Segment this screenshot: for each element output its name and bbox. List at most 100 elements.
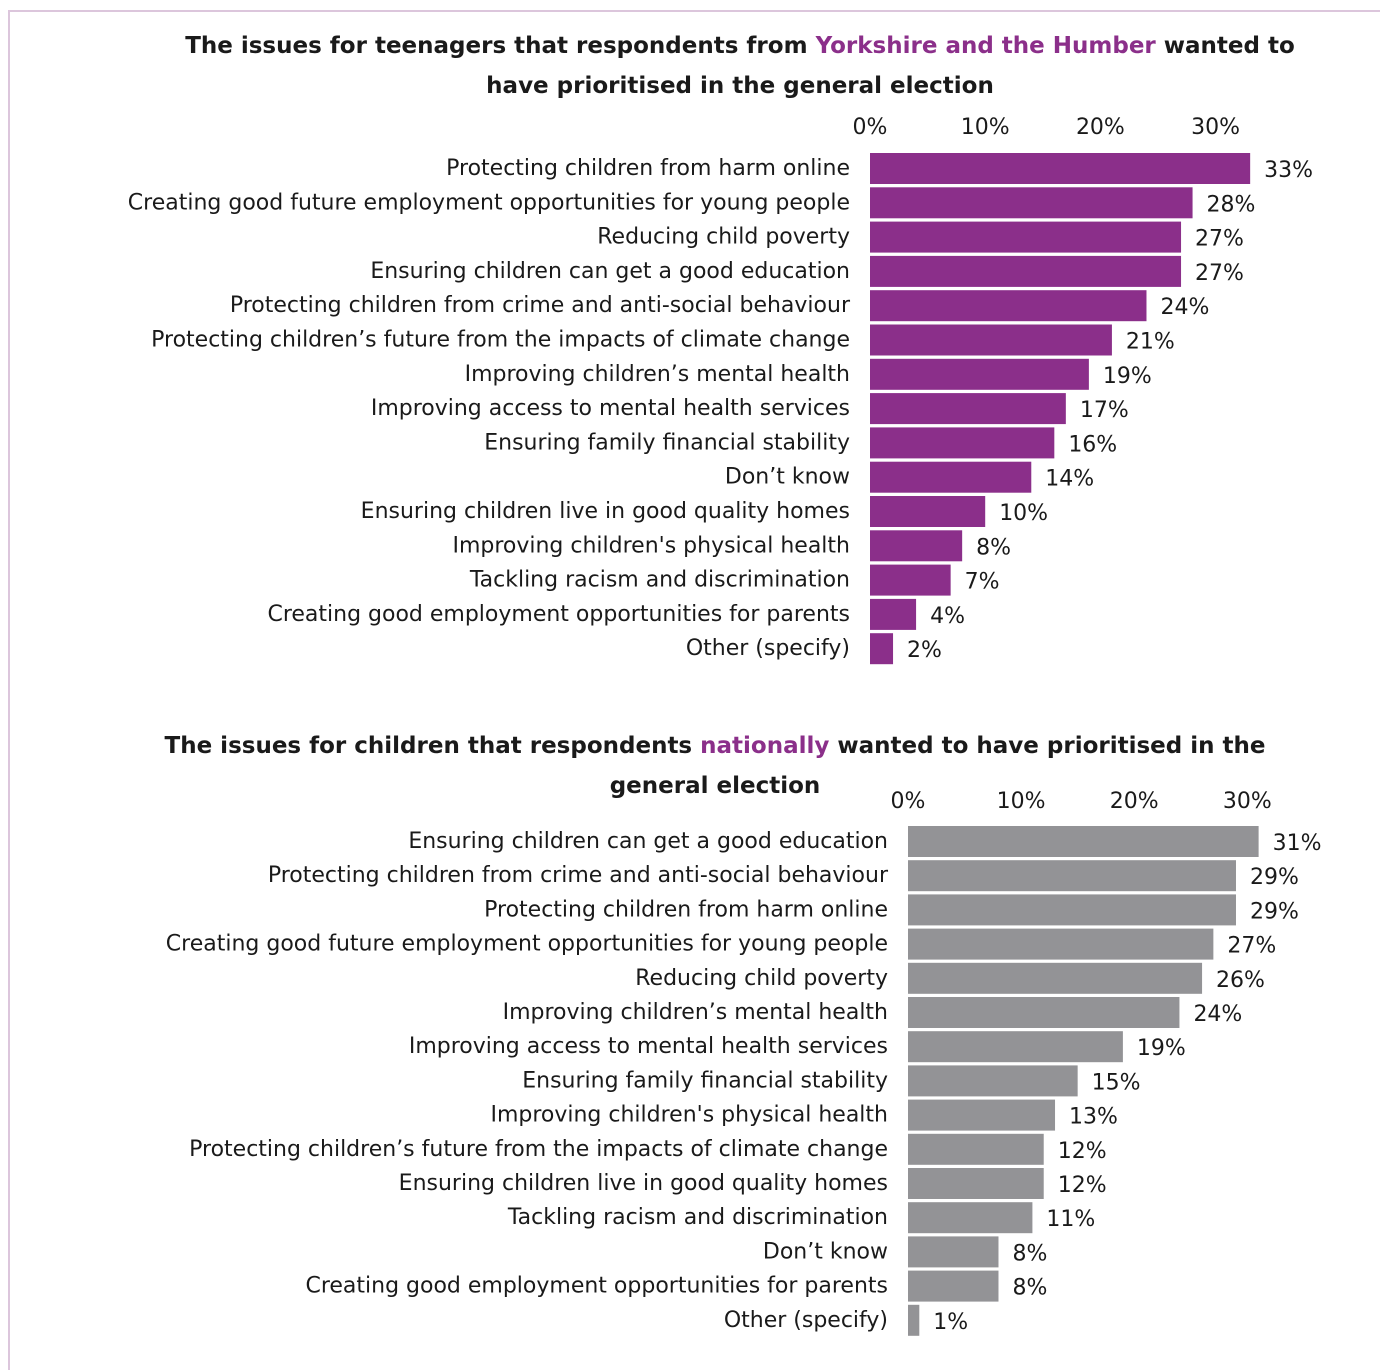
national-bar (908, 1168, 1044, 1199)
title-highlight-region: Yorkshire and the Humber (815, 33, 1156, 59)
regional-category-label: Ensuring children live in good quality h… (361, 499, 850, 524)
national-value-label: 15% (1092, 1070, 1141, 1095)
regional-bar (870, 187, 1193, 219)
national-x-tick-label: 30% (1223, 789, 1272, 814)
national-bar (908, 1031, 1123, 1063)
regional-bar (870, 324, 1112, 356)
national-value-label: 29% (1250, 865, 1299, 890)
national-bar (908, 997, 1180, 1028)
regional-value-label: 14% (1045, 467, 1094, 492)
title-text-pre: The issues for children that respondents (164, 733, 701, 759)
regional-bar (870, 358, 1089, 390)
national-x-tick-label: 20% (1110, 789, 1159, 814)
regional-bar (870, 393, 1066, 425)
regional-bar (870, 564, 951, 596)
regional-bar (870, 153, 1251, 184)
title-text-pre: The issues for teenagers that respondent… (185, 33, 816, 59)
regional-bar (870, 427, 1055, 459)
national-category-label: Creating good employment opportunities f… (305, 1274, 888, 1299)
regional-bar (870, 633, 894, 665)
regional-value-label: 10% (999, 501, 1048, 526)
regional-category-label: Creating good future employment opportun… (128, 190, 850, 215)
regional-category-label: Protecting children’s future from the im… (151, 328, 850, 353)
regional-value-label: 17% (1080, 398, 1129, 423)
regional-category-label: Improving children’s mental health (465, 362, 850, 387)
national-category-label: Improving children’s mental health (503, 1000, 888, 1025)
national-category-label: Improving children's physical health (490, 1103, 888, 1128)
chart-title-national: The issues for children that respondents… (120, 726, 1310, 806)
national-bar (908, 1304, 920, 1336)
national-x-tick-label: 0% (891, 789, 926, 814)
national-category-label: Ensuring children can get a good educati… (408, 829, 888, 854)
national-bar (908, 1065, 1078, 1097)
national-value-label: 1% (933, 1310, 968, 1335)
national-bar (908, 1270, 999, 1302)
regional-bar (870, 496, 986, 527)
national-value-label: 8% (1012, 1276, 1047, 1301)
national-category-label: Don’t know (763, 1239, 888, 1264)
regional-category-label: Protecting children from harm online (446, 156, 850, 181)
regional-bar (870, 221, 1182, 253)
regional-category-label: Ensuring family financial stability (484, 430, 850, 455)
regional-bar (870, 290, 1147, 322)
regional-category-label: Ensuring children can get a good educati… (370, 259, 850, 284)
national-category-label: Ensuring family financial stability (522, 1068, 888, 1093)
national-category-label: Protecting children’s future from the im… (189, 1137, 888, 1162)
regional-value-label: 19% (1103, 364, 1152, 389)
national-value-label: 26% (1216, 968, 1265, 993)
regional-category-label: Don’t know (725, 465, 850, 490)
national-category-label: Other (specify) (724, 1308, 888, 1333)
national-value-label: 19% (1137, 1036, 1186, 1061)
national-value-label: 29% (1250, 899, 1299, 924)
regional-category-label: Other (specify) (686, 636, 850, 661)
national-bar (908, 1202, 1033, 1234)
regional-x-tick-label: 0% (853, 115, 888, 140)
national-value-label: 12% (1058, 1139, 1107, 1164)
regional-value-label: 4% (930, 604, 965, 629)
national-category-label: Creating good future employment opportun… (166, 932, 888, 957)
national-value-label: 24% (1193, 1002, 1242, 1027)
regional-category-label: Reducing child poverty (597, 225, 850, 250)
national-bar (908, 826, 1259, 857)
national-category-label: Protecting children from harm online (484, 897, 888, 922)
regional-x-tick-label: 30% (1191, 115, 1240, 140)
national-bar (908, 962, 1203, 994)
regional-value-label: 8% (976, 535, 1011, 560)
regional-x-tick-label: 10% (961, 115, 1010, 140)
regional-category-label: Creating good employment opportunities f… (267, 602, 850, 627)
national-value-label: 12% (1058, 1173, 1107, 1198)
national-category-label: Improving access to mental health servic… (409, 1034, 888, 1059)
national-category-label: Protecting children from crime and anti-… (268, 863, 889, 888)
regional-bar (870, 255, 1182, 287)
regional-value-label: 7% (965, 570, 1000, 595)
national-value-label: 31% (1273, 831, 1322, 856)
figure-frame (8, 10, 1380, 1370)
regional-category-label: Tackling racism and discrimination (469, 568, 850, 593)
title-highlight-national: nationally (700, 733, 830, 759)
regional-value-label: 24% (1160, 295, 1209, 320)
regional-category-label: Improving access to mental health servic… (371, 396, 850, 421)
national-x-tick-label: 10% (997, 789, 1046, 814)
title-text-post: wanted to have prioritised in the genera… (486, 33, 1295, 99)
regional-category-label: Improving children's physical health (452, 533, 850, 558)
title-text-post: wanted to have prioritised in the genera… (609, 733, 1266, 799)
national-value-label: 11% (1046, 1207, 1095, 1232)
national-bar (908, 894, 1236, 926)
regional-value-label: 28% (1207, 192, 1256, 217)
regional-value-label: 2% (907, 638, 942, 663)
national-value-label: 13% (1069, 1105, 1118, 1130)
regional-bar (870, 461, 1032, 493)
regional-value-label: 27% (1195, 227, 1244, 252)
regional-value-label: 21% (1126, 330, 1175, 355)
national-category-label: Tackling racism and discrimination (507, 1205, 888, 1230)
regional-value-label: 27% (1195, 261, 1244, 286)
national-bar (908, 1099, 1056, 1131)
regional-bar (870, 598, 917, 630)
national-value-label: 8% (1012, 1241, 1047, 1266)
national-bar (908, 860, 1236, 892)
national-bar (908, 1133, 1044, 1165)
national-category-label: Ensuring children live in good quality h… (399, 1171, 888, 1196)
regional-bar (870, 530, 963, 562)
national-bar (908, 928, 1214, 960)
